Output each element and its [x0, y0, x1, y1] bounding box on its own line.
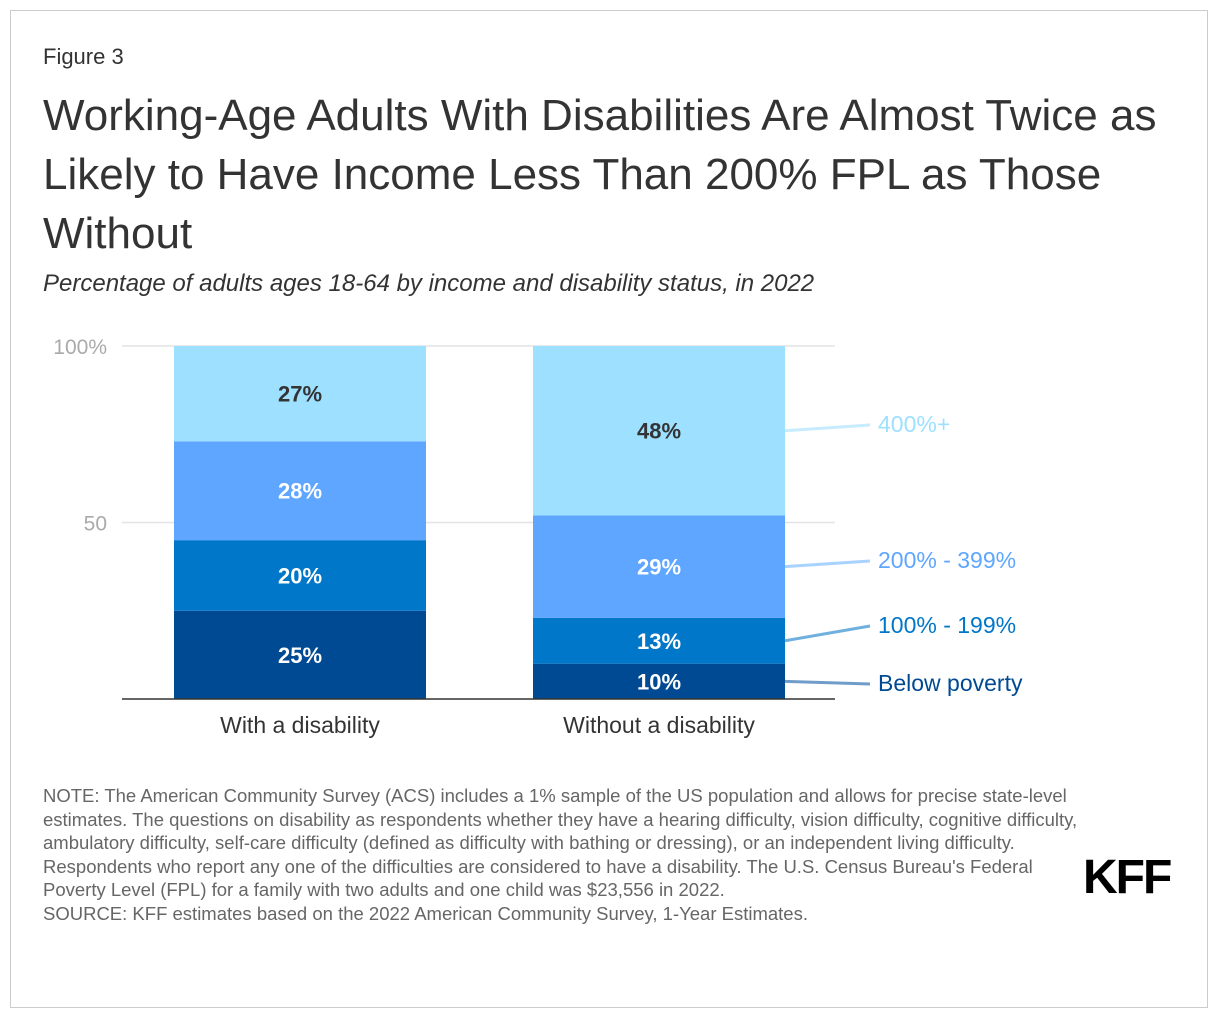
bar-segment [174, 346, 426, 442]
kff-logo: KFF [1083, 851, 1172, 904]
legend-label: 200% - 399% [878, 547, 1016, 573]
y-tick-label: 100% [53, 336, 107, 359]
x-tick-label: Without a disability [563, 712, 755, 738]
bars [174, 346, 785, 699]
data-label: 10% [637, 669, 681, 694]
legend-leader-line [784, 559, 871, 569]
data-label: 13% [637, 629, 681, 654]
bar-segment [174, 610, 426, 699]
data-label: 28% [278, 479, 322, 504]
axes: 50 100% With a disability Without a disabil… [53, 336, 835, 738]
data-label: 48% [637, 419, 681, 444]
legend-leader-line [784, 679, 871, 686]
legend-label: 100% - 199% [878, 612, 1016, 638]
bar-segment [533, 346, 785, 516]
bar-segment [174, 441, 426, 541]
data-label: 25% [278, 643, 322, 668]
legend-label: 400%+ [878, 411, 950, 437]
y-tick-label: 50 [84, 513, 107, 536]
chart-subtitle: Percentage of adults ages 18-64 by incom… [43, 270, 815, 297]
legend-label: Below poverty [878, 670, 1023, 696]
bar-segment [533, 617, 785, 664]
data-labels: 25% 20% 28% 27% 10% 13% 29% 48% [278, 382, 681, 695]
bar-segment [533, 663, 785, 699]
source-text: SOURCE: KFF estimates based on the 2022 … [43, 902, 808, 924]
legend: Below poverty 100% - 199% 200% - 399% 400%+ [784, 411, 1023, 696]
figure-label: Figure 3 [43, 44, 124, 69]
data-label: 27% [278, 382, 322, 407]
legend-leader-line [784, 423, 871, 433]
notes-block: NOTE: The American Community Survey (ACS… [43, 784, 1093, 926]
bar-segment [533, 515, 785, 618]
data-label: 20% [278, 563, 322, 588]
x-tick-label: With a disability [220, 712, 380, 738]
legend-leader-line [784, 624, 871, 643]
figure-frame [10, 10, 1208, 1008]
data-label: 29% [637, 555, 681, 580]
chart-title: Working-Age Adults With Disabilities Are… [43, 91, 1157, 258]
note-text: NOTE: The American Community Survey (ACS… [43, 785, 1078, 901]
stacked-bar-chart: 25% 20% 28% 27% 10% 13% 29% 48% 50 100% With a di… [53, 336, 1023, 738]
bar-segment [174, 540, 426, 611]
